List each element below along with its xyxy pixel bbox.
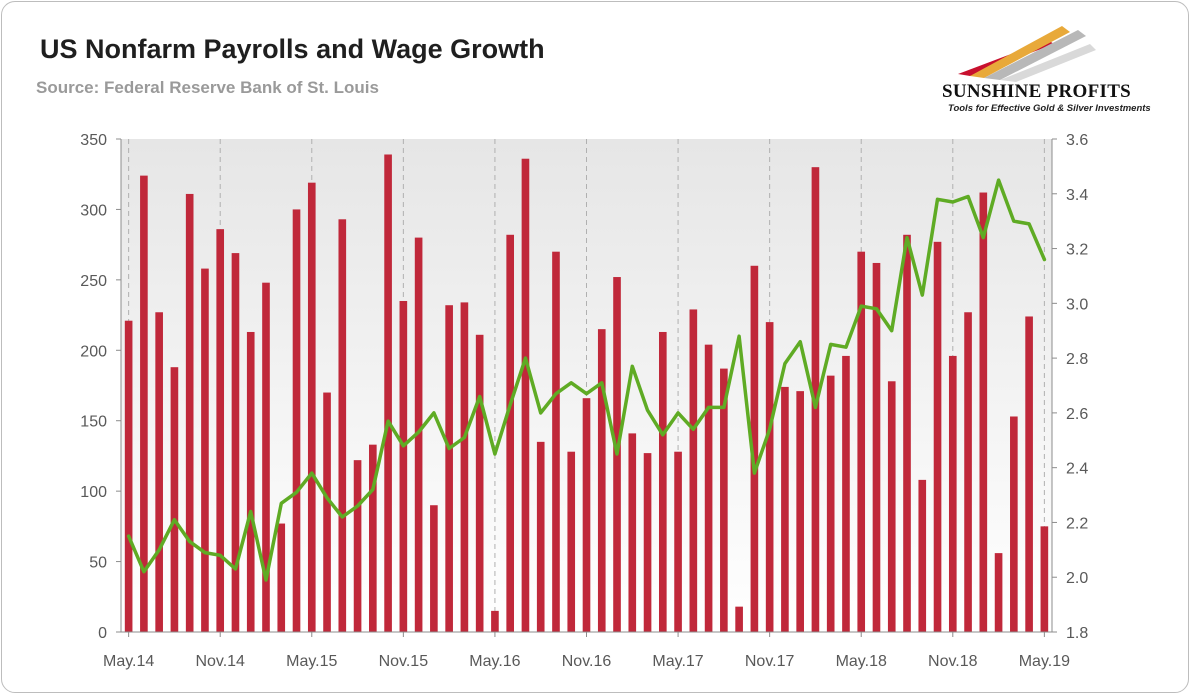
payroll-bar [765,322,774,632]
payroll-bar [536,441,545,632]
right-tick-label: 3.6 [1066,132,1088,149]
payroll-bar [445,305,453,632]
payroll-bar [185,193,194,633]
payroll-bar [475,334,484,632]
right-tick-label: 3.0 [1066,296,1088,313]
payroll-bar [811,167,820,632]
payroll-bar [1040,526,1049,632]
payroll-bar [369,444,377,632]
x-tick-label: Nov.16 [562,653,612,670]
payroll-bar [155,312,163,632]
payroll-bar [948,355,957,632]
payroll-bar [582,398,591,632]
wage-growth-line [126,178,1047,582]
left-tick-label: 0 [98,625,107,642]
payroll-bar [323,392,331,632]
left-tick-label: 350 [80,132,107,149]
payroll-bar [658,331,667,632]
payroll-bar [994,553,1003,632]
payroll-bar [1025,316,1033,632]
payroll-bar [399,300,408,632]
payroll-bar [918,479,927,632]
left-tick-label: 100 [80,484,107,501]
payroll-bar [170,367,179,632]
payroll-bar [201,268,209,632]
payroll-bar [567,451,576,632]
payroll-bar [414,237,423,632]
chart-title: US Nonfarm Payrolls and Wage Growth [40,34,545,64]
chart-source: Source: Federal Reserve Bank of St. Loui… [36,78,379,97]
payroll-bar [384,154,392,632]
payroll-bar [704,344,713,632]
payroll-bar [781,386,789,632]
payroll-bar [124,320,133,632]
payroll-bar [750,265,759,632]
payroll-bar [933,241,942,632]
logo-rays-icon [958,26,1096,82]
payroll-bar [887,381,896,632]
x-tick-label: May.16 [469,653,520,670]
payroll-bar [826,375,835,632]
payroll-bar [140,175,148,632]
payroll-bar [338,219,347,632]
payroll-bar [643,453,652,632]
payroll-bar [491,610,499,632]
right-tick-label: 2.4 [1066,461,1088,478]
left-tick-label: 300 [80,202,107,219]
payroll-bar [872,262,881,632]
payroll-bar [430,505,438,632]
payroll-bar [689,309,698,632]
payroll-bar [964,312,972,632]
x-tick-label: May.18 [836,653,887,670]
payroll-bar [674,451,682,632]
logo-tagline: Tools for Effective Gold & Silver Invest… [948,103,1151,114]
left-tick-label: 50 [89,555,107,572]
x-tick-label: Nov.18 [928,653,978,670]
payroll-bar [1010,416,1018,632]
right-tick-label: 2.2 [1066,515,1088,532]
payroll-bar [292,209,301,632]
payroll-bar [979,192,988,633]
left-tick-label: 150 [80,414,107,431]
x-tick-label: May.19 [1019,653,1070,670]
payroll-bar [307,182,316,632]
right-tick-label: 3.2 [1066,242,1088,259]
right-tick-label: 1.8 [1066,625,1088,642]
payroll-bar [277,523,286,632]
right-tick-label: 3.4 [1066,187,1088,204]
payroll-bar [231,253,240,632]
payroll-bar [720,368,728,632]
payroll-bar [735,606,743,632]
payroll-bar [246,331,255,632]
left-tick-label: 250 [80,273,107,290]
payroll-bar [216,229,225,633]
x-tick-label: Nov.15 [379,653,429,670]
x-tick-label: May.15 [286,653,337,670]
payroll-bar [552,251,560,632]
payroll-bar [903,234,911,633]
x-tick-label: Nov.17 [745,653,795,670]
payroll-bar [521,158,530,632]
payroll-bar [506,234,515,633]
payroll-bar [460,302,469,632]
payroll-bar [597,329,606,632]
x-tick-label: Nov.14 [195,653,245,670]
payroll-bar [796,391,804,632]
payroll-bar [262,282,270,632]
right-tick-label: 2.6 [1066,406,1088,423]
right-tick-label: 2.8 [1066,351,1088,368]
logo-name: SUNSHINE PROFITS [942,81,1132,102]
left-tick-label: 200 [80,343,107,360]
x-tick-label: May.14 [103,653,154,670]
payroll-bar [842,355,850,632]
x-tick-label: May.17 [652,653,703,670]
payroll-bar [857,251,866,632]
payroll-bar [628,433,637,632]
payroll-bar [353,460,362,632]
right-tick-label: 2.0 [1066,570,1088,587]
